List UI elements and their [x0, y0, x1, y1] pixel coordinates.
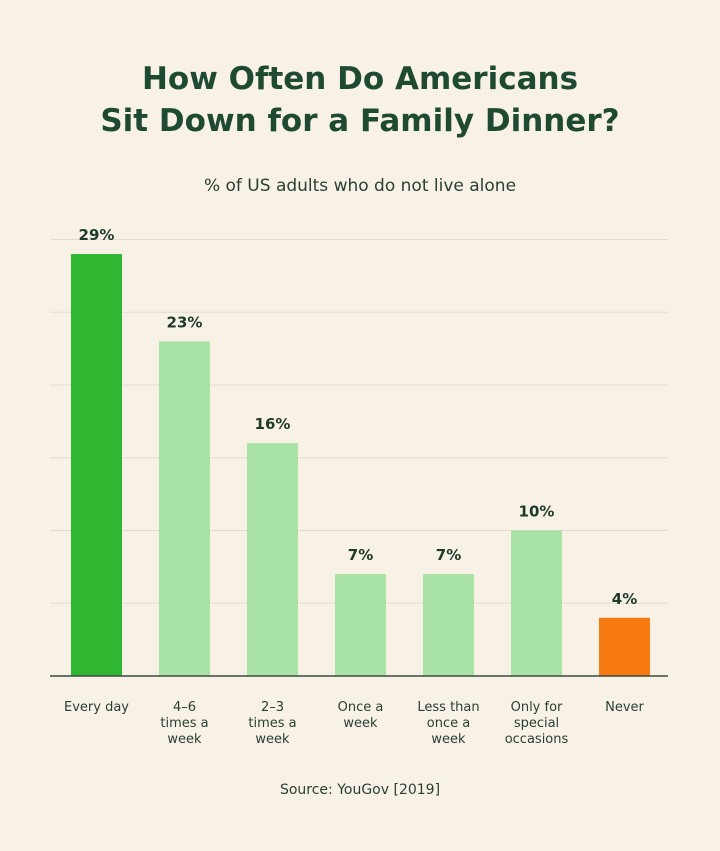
category-label-6: Never [605, 700, 644, 715]
bar-0 [71, 254, 122, 677]
value-label-3: 7% [348, 546, 373, 564]
category-label-line: Once a [338, 700, 384, 715]
bar-4 [423, 574, 474, 676]
category-label-line: week [431, 732, 466, 747]
category-label-line: Less than [417, 700, 479, 715]
chart-subtitle: % of US adults who do not live alone [203, 176, 517, 196]
category-label-line: week [255, 732, 290, 747]
category-label-2: 2–3 times a week [248, 700, 296, 747]
value-label-6: 4% [612, 590, 637, 608]
value-label-1: 23% [167, 313, 203, 331]
category-label-5: Only for special occasions [505, 700, 569, 747]
bar-1 [159, 341, 210, 676]
category-label-line: Every day [64, 700, 129, 715]
value-label-2: 16% [255, 415, 291, 433]
bar-2 [247, 443, 298, 676]
category-label-line: times a [248, 716, 296, 731]
category-label-line: Never [605, 700, 644, 715]
value-label-0: 29% [79, 226, 115, 244]
chart-title-line-1: How Often Do Americans [141, 61, 579, 97]
bar-6 [599, 617, 650, 676]
source-note: Source: YouGov [2019] [279, 782, 441, 798]
chart-title: How Often Do Americans Sit Down for a Fa… [0, 58, 720, 142]
category-label-0: Every day [64, 700, 129, 715]
category-label-line: week [343, 716, 378, 731]
value-label-4: 7% [436, 546, 461, 564]
category-label-3: Once a week [338, 700, 384, 731]
category-label-line: once a [427, 716, 470, 731]
category-label-4: Less than once a week [417, 700, 479, 747]
chart-title-line-2: Sit Down for a Family Dinner? [100, 103, 620, 139]
value-label-5: 10% [519, 503, 555, 521]
category-label-line: special [514, 716, 559, 731]
category-label-line: 2–3 [261, 700, 284, 715]
bar-3 [335, 574, 386, 676]
category-label-line: occasions [505, 732, 569, 747]
category-label-1: 4–6 times a week [160, 700, 208, 747]
bar-5 [511, 530, 562, 676]
category-label-line: times a [160, 716, 208, 731]
category-label-line: Only for [511, 700, 563, 715]
category-label-line: 4–6 [173, 700, 196, 715]
category-label-line: week [167, 732, 202, 747]
